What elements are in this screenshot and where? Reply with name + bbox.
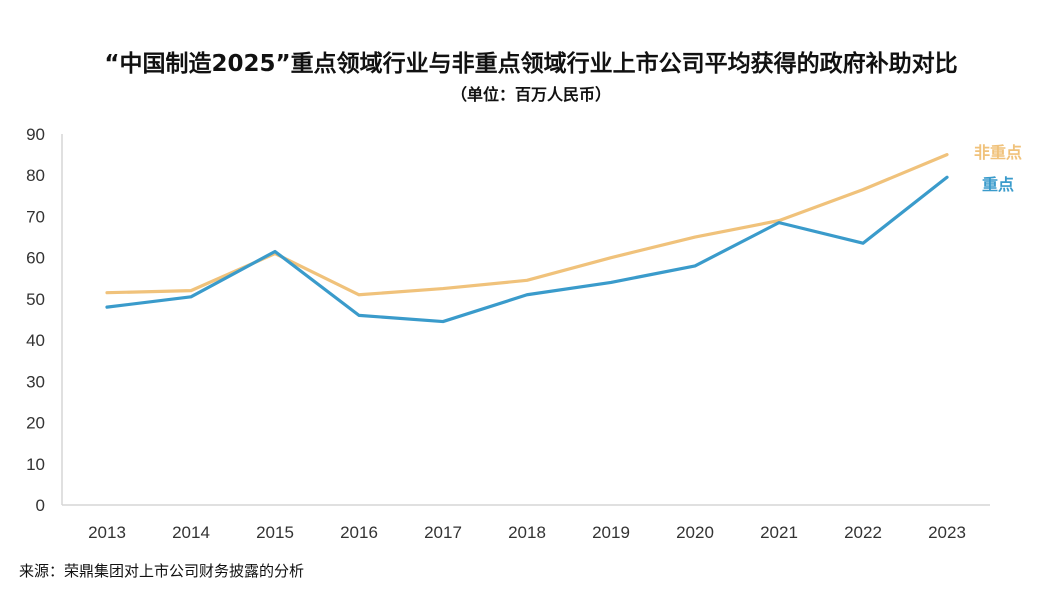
y-tick-label: 30 xyxy=(26,372,45,391)
y-axis: 0 10 20 30 40 50 60 70 80 90 xyxy=(26,125,45,515)
source-note: 来源：荣鼎集团对上市公司财务披露的分析 xyxy=(19,562,305,580)
x-tick-label: 2016 xyxy=(340,523,378,542)
y-tick-label: 50 xyxy=(26,290,45,309)
y-tick-label: 80 xyxy=(26,166,45,185)
y-tick-label: 20 xyxy=(26,414,45,433)
series-line-1 xyxy=(105,175,949,324)
x-tick-label: 2013 xyxy=(88,523,126,542)
x-tick-label: 2014 xyxy=(172,523,210,542)
y-tick-label: 0 xyxy=(36,496,45,515)
chart-subtitle: （单位：百万人民币） xyxy=(450,85,611,104)
x-tick-label: 2020 xyxy=(676,523,714,542)
x-tick-label: 2023 xyxy=(928,523,966,542)
x-tick-label: 2017 xyxy=(424,523,462,542)
legend-label-0: 非重点 xyxy=(974,143,1022,162)
series-layer xyxy=(105,153,949,324)
y-tick-label: 40 xyxy=(26,331,45,350)
legend-label-1: 重点 xyxy=(982,175,1014,194)
y-tick-label: 60 xyxy=(26,249,45,268)
x-tick-label: 2015 xyxy=(256,523,294,542)
chart-title: “中国制造2025”重点领域行业与非重点领域行业上市公司平均获得的政府补助对比 xyxy=(104,51,958,77)
x-tick-label: 2018 xyxy=(508,523,546,542)
x-tick-label: 2019 xyxy=(592,523,630,542)
y-tick-label: 10 xyxy=(26,455,45,474)
x-axis: 2013 2014 2015 2016 2017 2018 2019 2020 2021 2022… xyxy=(88,523,966,542)
y-tick-label: 90 xyxy=(26,125,45,144)
x-tick-label: 2022 xyxy=(844,523,882,542)
y-tick-label: 70 xyxy=(26,207,45,226)
x-tick-label: 2021 xyxy=(760,523,798,542)
